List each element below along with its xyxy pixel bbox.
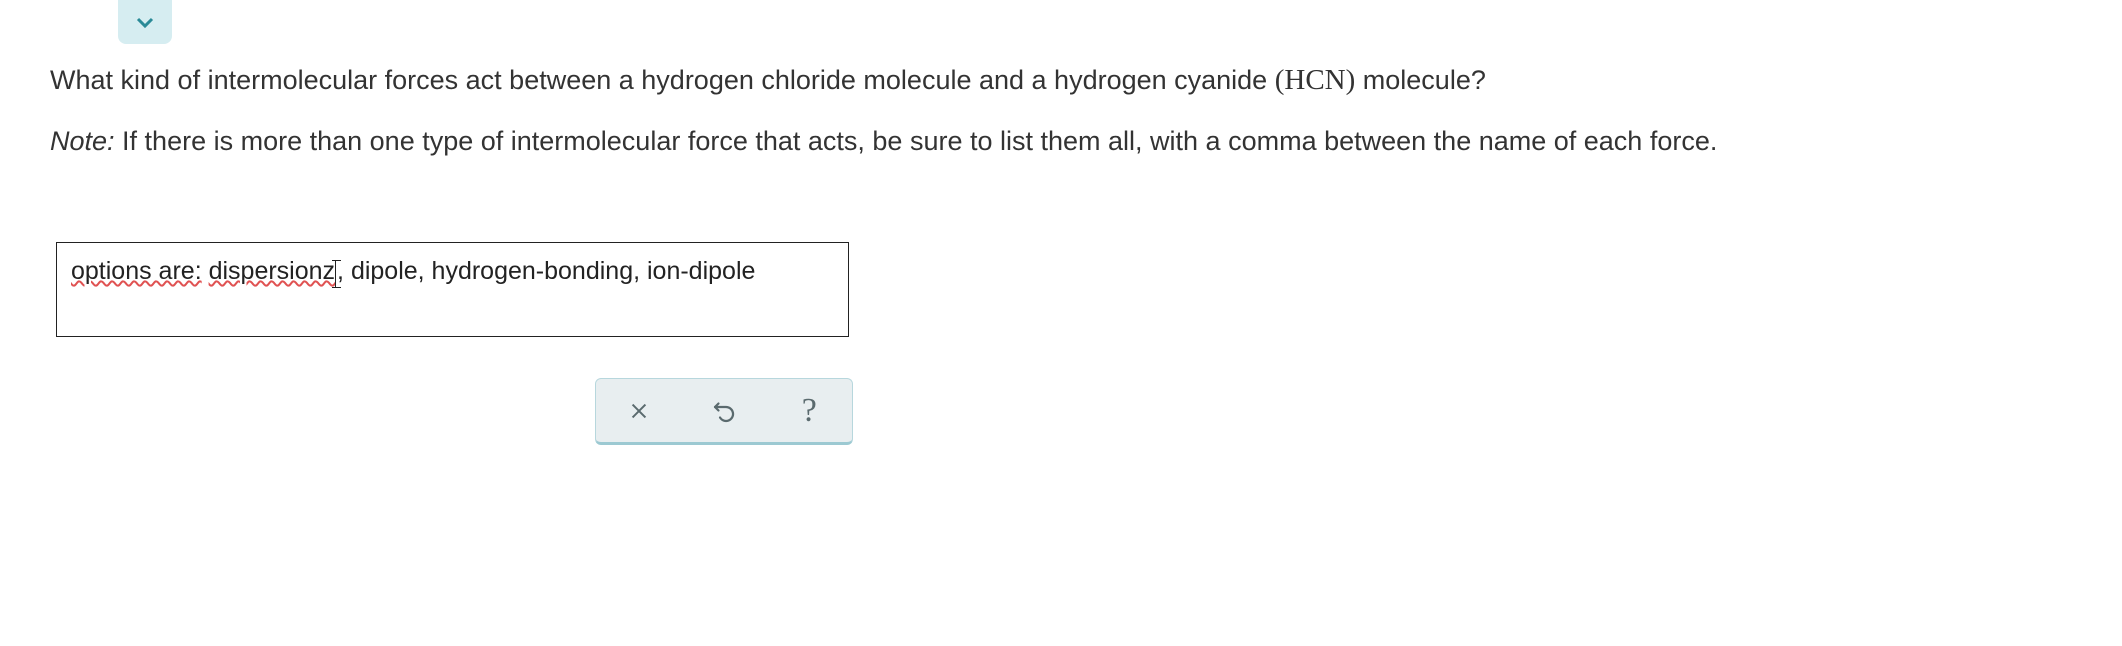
formula-hcn: HCN <box>1284 64 1345 96</box>
text-caret <box>335 261 337 287</box>
answer-rest: , dipole, hydrogen-bonding, ion-dipole <box>337 257 755 285</box>
expand-toggle[interactable] <box>118 0 172 44</box>
answer-input[interactable]: options are: dispersionz, dipole, hydrog… <box>56 242 849 337</box>
formula-paren-open: ( <box>1275 64 1285 96</box>
formula-paren-close: ) <box>1346 64 1356 96</box>
answer-space <box>202 257 209 285</box>
question-suffix: molecule? <box>1355 65 1486 95</box>
chevron-down-icon <box>133 10 157 34</box>
question-prefix: What kind of intermolecular forces act b… <box>50 65 1275 95</box>
answer-toolbar: ? <box>595 378 853 445</box>
note-label: Note: <box>50 126 115 156</box>
misspelled-word-1: options are: <box>71 257 202 285</box>
answer-value: options are: dispersionz, dipole, hydrog… <box>71 257 755 286</box>
misspelled-word-2: dispersionz <box>209 257 335 285</box>
help-icon: ? <box>802 392 817 430</box>
help-button[interactable]: ? <box>779 379 839 442</box>
undo-icon <box>712 399 736 423</box>
close-icon <box>628 400 650 422</box>
clear-button[interactable] <box>609 379 669 442</box>
note-body: If there is more than one type of interm… <box>115 126 1718 156</box>
reset-button[interactable] <box>694 379 754 442</box>
question-text: What kind of intermolecular forces act b… <box>50 64 1486 97</box>
note-text: Note: If there is more than one type of … <box>50 126 1717 157</box>
